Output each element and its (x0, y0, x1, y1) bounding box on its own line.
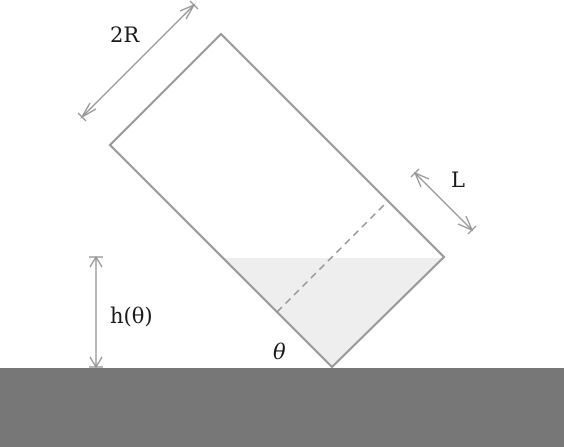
diameter-label: 2R (110, 23, 140, 47)
fill-length-label: L (451, 168, 465, 192)
fill-level-dashed-line (276, 200, 389, 313)
tilted-container (108, 32, 446, 369)
liquid-fill (224, 258, 444, 367)
fill-length-dimension (410, 168, 477, 235)
diameter-dimension (77, 0, 199, 122)
height-label: h(θ) (110, 304, 153, 328)
height-dimension (89, 255, 103, 369)
ground-surface (0, 368, 564, 447)
angle-label: θ (273, 340, 286, 364)
